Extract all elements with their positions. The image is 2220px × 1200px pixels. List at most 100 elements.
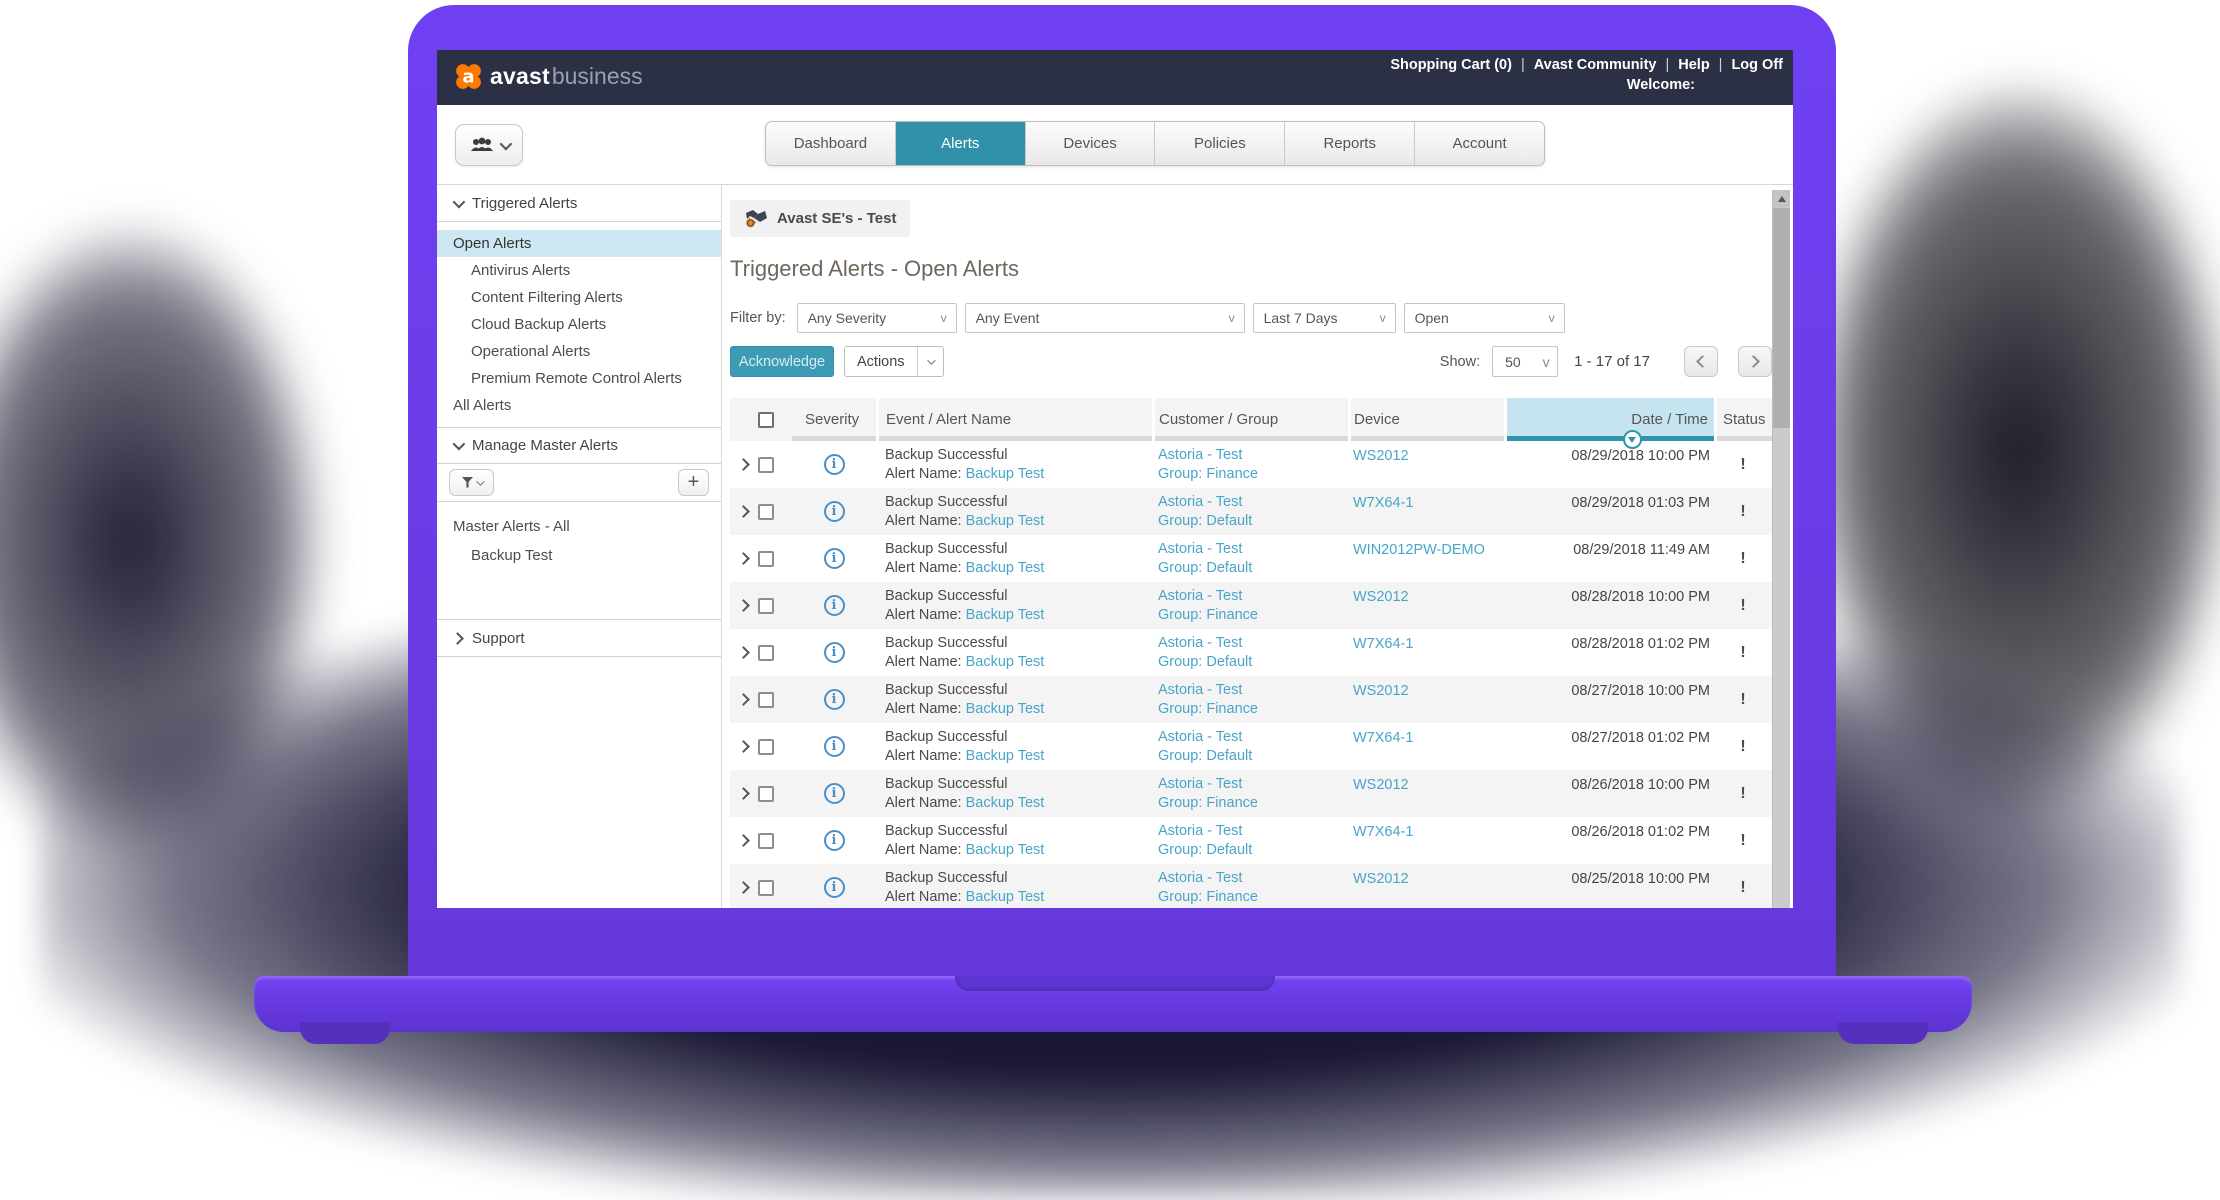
- info-severity-icon[interactable]: [823, 501, 845, 522]
- sidebar-item[interactable]: Content Filtering Alerts: [437, 284, 721, 311]
- customer-link[interactable]: Astoria - Test: [1158, 588, 1243, 604]
- group-link[interactable]: Group: Default: [1158, 560, 1253, 576]
- info-severity-icon[interactable]: [823, 548, 845, 569]
- alert-name-link[interactable]: Backup Test: [965, 654, 1045, 670]
- previous-page-button[interactable]: [1684, 346, 1718, 377]
- alert-name-link[interactable]: Backup Test: [965, 748, 1045, 764]
- customer-link[interactable]: Astoria - Test: [1158, 776, 1243, 792]
- table-row[interactable]: Backup Successful Alert Name: Backup Tes…: [730, 817, 1772, 864]
- customer-link[interactable]: Astoria - Test: [1158, 541, 1243, 557]
- actions-dropdown[interactable]: Actions: [844, 346, 944, 377]
- info-severity-icon[interactable]: [823, 783, 845, 804]
- expand-row-chevron-icon[interactable]: [736, 834, 750, 847]
- table-row[interactable]: Backup Successful Alert Name: Backup Tes…: [730, 441, 1772, 488]
- page-size-select[interactable]: 50 v: [1492, 346, 1559, 377]
- sidebar-item[interactable]: Backup Test: [437, 541, 721, 570]
- table-row[interactable]: Backup Successful Alert Name: Backup Tes…: [730, 676, 1772, 723]
- row-checkbox[interactable]: [758, 879, 774, 896]
- scrollbar-thumb[interactable]: [1773, 208, 1790, 428]
- customer-link[interactable]: Astoria - Test: [1158, 682, 1243, 698]
- header-device[interactable]: Device: [1348, 398, 1504, 441]
- next-page-button[interactable]: [1738, 346, 1772, 377]
- row-checkbox[interactable]: [758, 832, 774, 849]
- group-link[interactable]: Group: Default: [1158, 748, 1253, 764]
- row-checkbox[interactable]: [758, 644, 774, 661]
- nav-tab[interactable]: Account: [1415, 122, 1544, 165]
- group-link[interactable]: Group: Finance: [1158, 701, 1258, 717]
- device-link[interactable]: WS2012: [1353, 589, 1409, 605]
- expand-row-chevron-icon[interactable]: [736, 881, 750, 894]
- customer-link[interactable]: Astoria - Test: [1158, 823, 1243, 839]
- device-link[interactable]: W7X64-1: [1353, 636, 1414, 652]
- alert-name-link[interactable]: Backup Test: [965, 513, 1045, 529]
- alert-name-link[interactable]: Backup Test: [965, 607, 1045, 623]
- header-date-time-sorted[interactable]: Date / Time: [1504, 398, 1714, 449]
- group-link[interactable]: Group: Finance: [1158, 889, 1258, 905]
- sidebar-section-support[interactable]: Support: [437, 620, 721, 657]
- alert-name-link[interactable]: Backup Test: [965, 466, 1045, 482]
- customer-link[interactable]: Astoria - Test: [1158, 729, 1243, 745]
- table-row[interactable]: Backup Successful Alert Name: Backup Tes…: [730, 723, 1772, 770]
- info-severity-icon[interactable]: [823, 736, 845, 757]
- period-filter-select[interactable]: Last 7 Days v: [1252, 303, 1396, 333]
- group-link[interactable]: Group: Default: [1158, 842, 1253, 858]
- event-filter-select[interactable]: Any Event v: [964, 303, 1245, 333]
- avast-community-link[interactable]: Avast Community: [1533, 57, 1657, 73]
- expand-row-chevron-icon[interactable]: [736, 740, 750, 753]
- info-severity-icon[interactable]: [823, 877, 845, 898]
- header-customer-group[interactable]: Customer / Group: [1152, 398, 1348, 441]
- help-link[interactable]: Help: [1678, 57, 1710, 73]
- row-checkbox[interactable]: [758, 550, 774, 567]
- customer-context-tag[interactable]: Avast SE's - Test: [730, 200, 911, 237]
- sidebar-item[interactable]: Master Alerts - All: [437, 512, 721, 541]
- sidebar-item[interactable]: Cloud Backup Alerts: [437, 311, 721, 338]
- device-link[interactable]: WS2012: [1353, 871, 1409, 887]
- table-row[interactable]: Backup Successful Alert Name: Backup Tes…: [730, 535, 1772, 582]
- customer-link[interactable]: Astoria - Test: [1158, 494, 1243, 510]
- expand-row-chevron-icon[interactable]: [736, 505, 750, 518]
- status-filter-select[interactable]: Open v: [1403, 303, 1565, 333]
- sidebar-item[interactable]: Premium Remote Control Alerts: [437, 365, 721, 392]
- add-master-alert-button[interactable]: +: [678, 469, 709, 496]
- row-checkbox[interactable]: [758, 597, 774, 614]
- scroll-up-arrow[interactable]: [1773, 190, 1790, 207]
- group-link[interactable]: Group: Finance: [1158, 466, 1258, 482]
- device-link[interactable]: WS2012: [1353, 448, 1409, 464]
- row-checkbox[interactable]: [758, 738, 774, 755]
- group-link[interactable]: Group: Default: [1158, 513, 1253, 529]
- info-severity-icon[interactable]: [823, 595, 845, 616]
- info-severity-icon[interactable]: [823, 642, 845, 663]
- group-link[interactable]: Group: Default: [1158, 654, 1253, 670]
- sidebar-item[interactable]: Operational Alerts: [437, 338, 721, 365]
- alert-name-link[interactable]: Backup Test: [965, 842, 1045, 858]
- info-severity-icon[interactable]: [823, 454, 845, 475]
- shopping-cart-link[interactable]: Shopping Cart (0): [1390, 57, 1512, 73]
- nav-tab[interactable]: Policies: [1155, 122, 1286, 165]
- expand-row-chevron-icon[interactable]: [736, 552, 750, 565]
- alert-name-link[interactable]: Backup Test: [965, 560, 1045, 576]
- row-checkbox[interactable]: [758, 691, 774, 708]
- table-row[interactable]: Backup Successful Alert Name: Backup Tes…: [730, 488, 1772, 535]
- info-severity-icon[interactable]: [823, 830, 845, 851]
- expand-row-chevron-icon[interactable]: [736, 646, 750, 659]
- severity-filter-select[interactable]: Any Severity v: [796, 303, 957, 333]
- organization-selector-button[interactable]: [455, 124, 523, 166]
- log-off-link[interactable]: Log Off: [1731, 57, 1783, 73]
- acknowledge-button[interactable]: Acknowledge: [730, 346, 834, 377]
- table-row[interactable]: Backup Successful Alert Name: Backup Tes…: [730, 629, 1772, 676]
- device-link[interactable]: WS2012: [1353, 777, 1409, 793]
- expand-row-chevron-icon[interactable]: [736, 599, 750, 612]
- header-status[interactable]: Status: [1714, 398, 1772, 441]
- table-row[interactable]: Backup Successful Alert Name: Backup Tes…: [730, 770, 1772, 817]
- device-link[interactable]: W7X64-1: [1353, 730, 1414, 746]
- header-severity[interactable]: Severity: [792, 398, 876, 441]
- group-link[interactable]: Group: Finance: [1158, 795, 1258, 811]
- alert-name-link[interactable]: Backup Test: [965, 701, 1045, 717]
- nav-tab[interactable]: Dashboard: [766, 122, 896, 165]
- info-severity-icon[interactable]: [823, 689, 845, 710]
- device-link[interactable]: W7X64-1: [1353, 495, 1414, 511]
- customer-link[interactable]: Astoria - Test: [1158, 635, 1243, 651]
- sidebar-section-triggered-alerts[interactable]: Triggered Alerts: [437, 185, 721, 222]
- device-link[interactable]: W7X64-1: [1353, 824, 1414, 840]
- sidebar-item[interactable]: Open Alerts: [437, 230, 721, 257]
